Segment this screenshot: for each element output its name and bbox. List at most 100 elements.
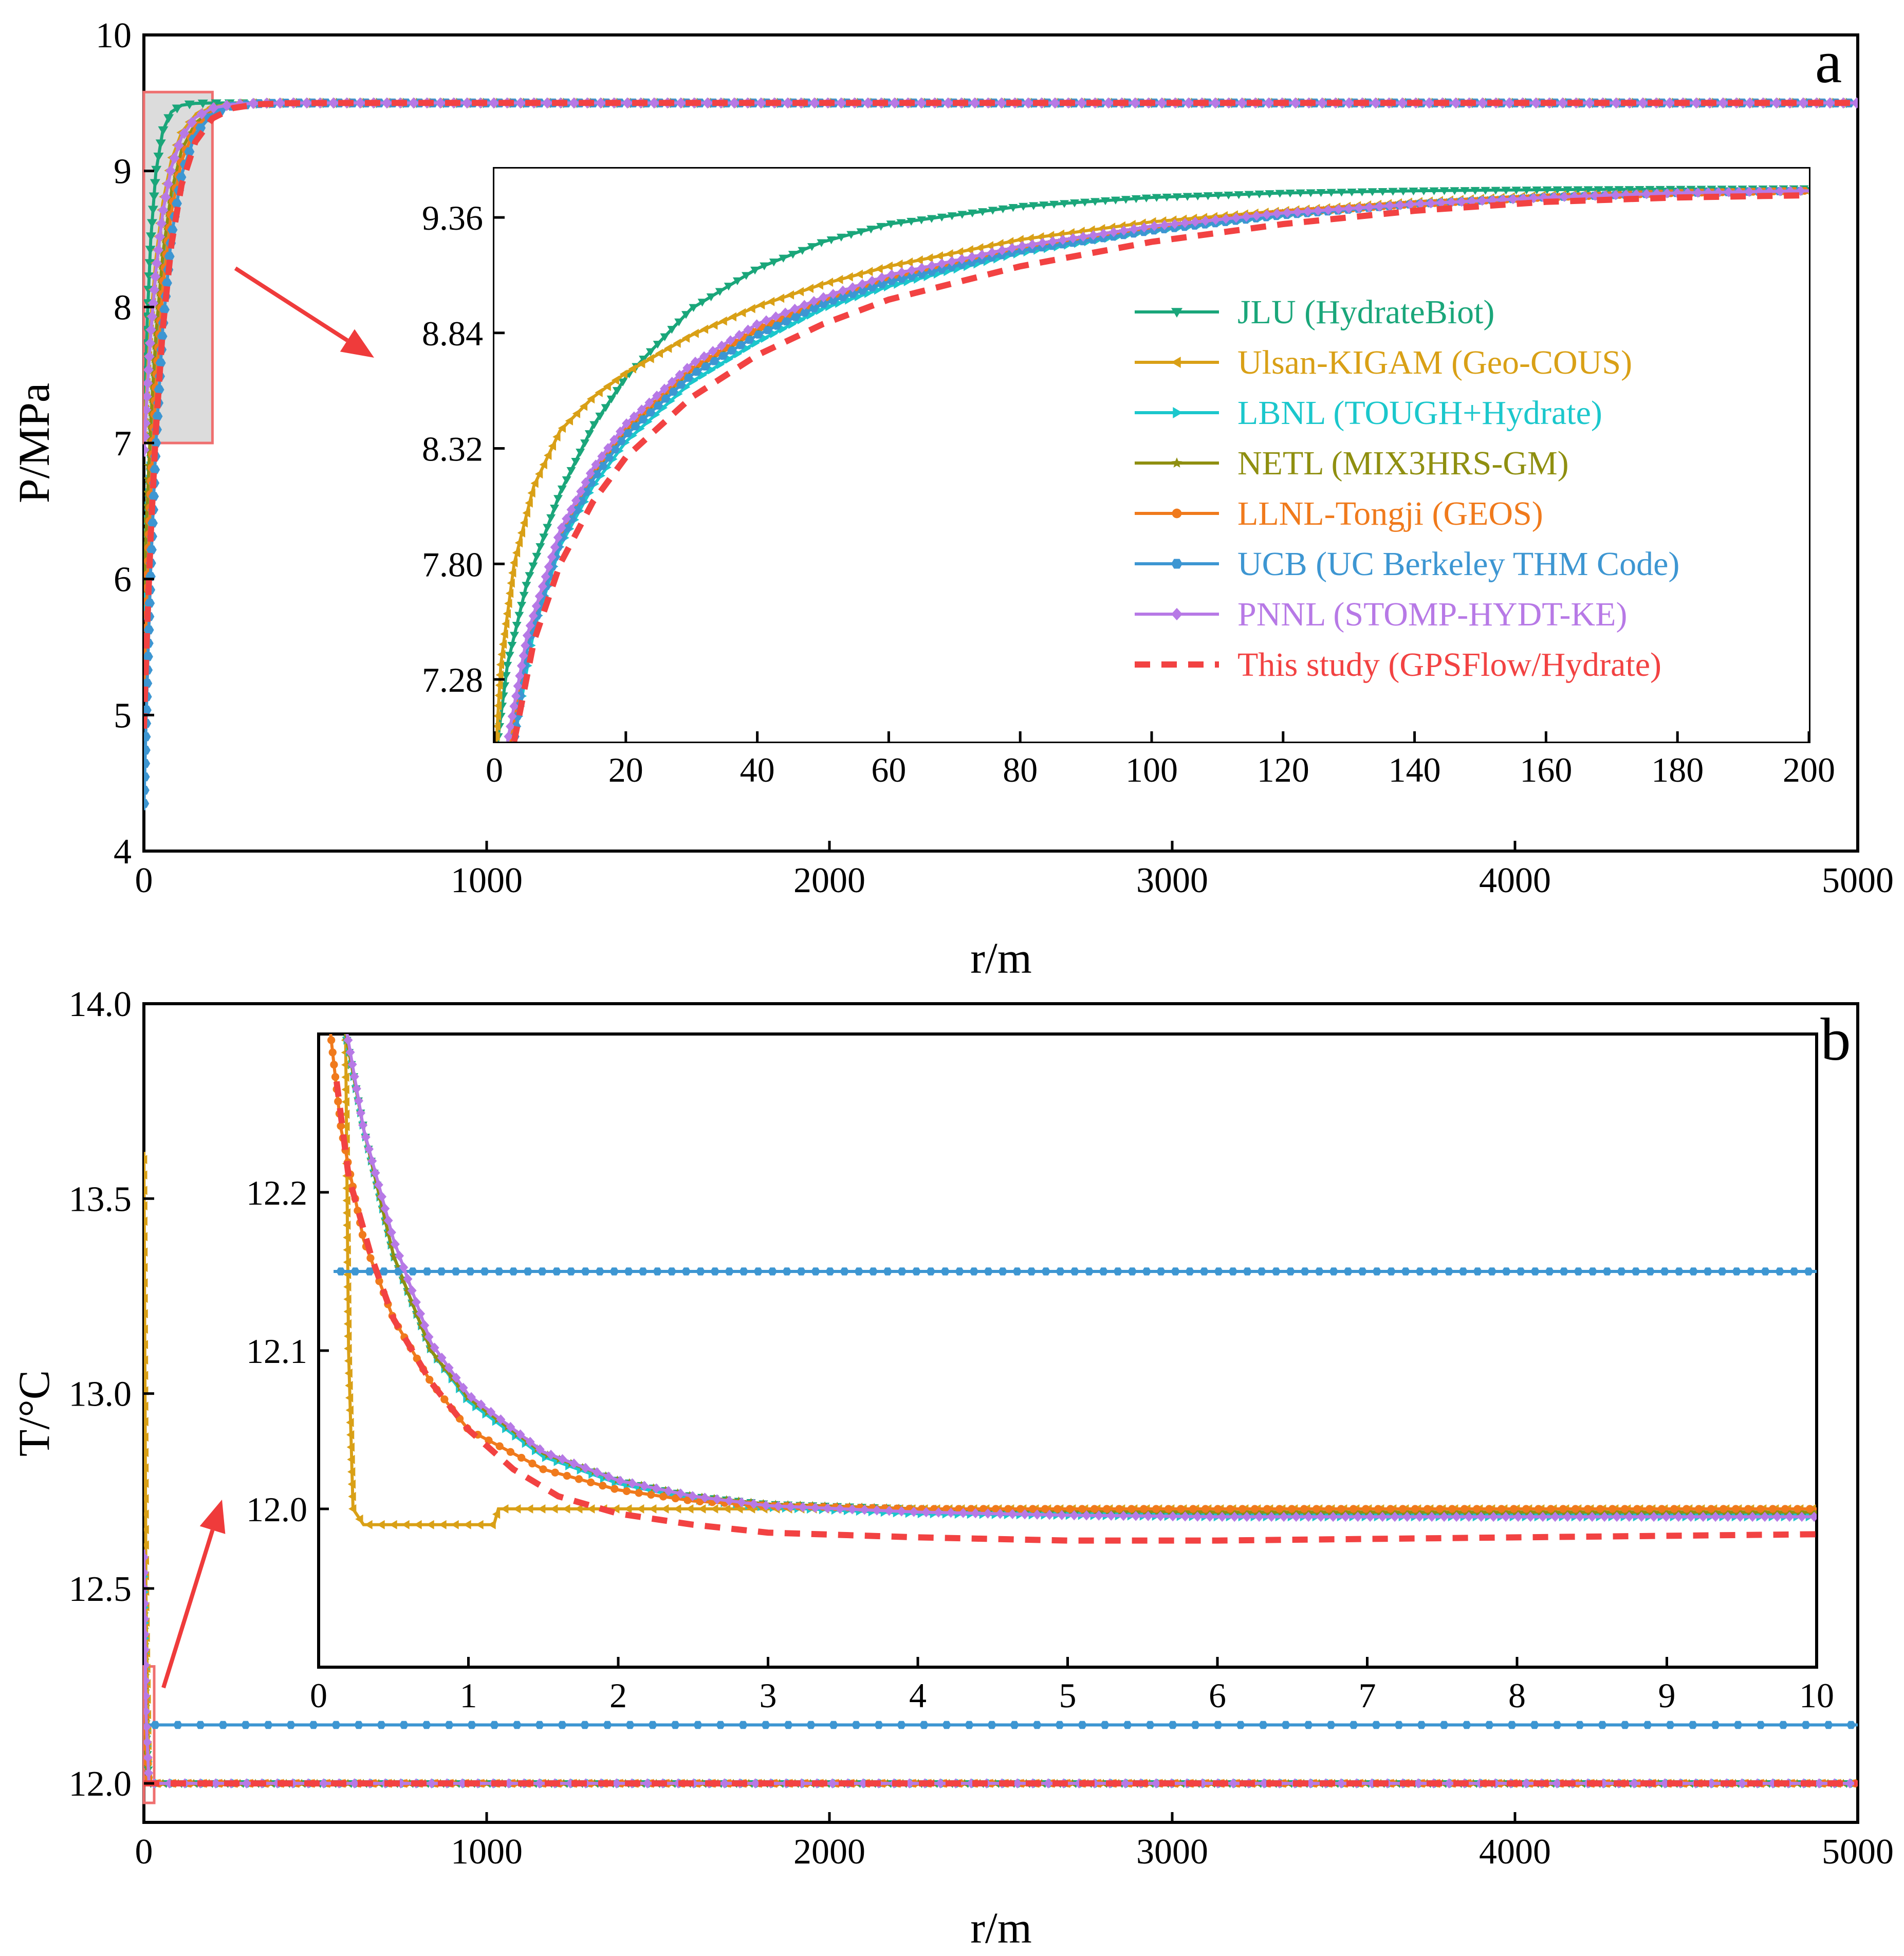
panel-a-inset-point-JLU [1583,186,1593,194]
panel-b-inset-point-UCB [1113,1267,1123,1276]
panel-b-inset-point-PNNL [535,1444,545,1455]
panel-b-inset-point-UCB [782,1267,792,1276]
panel-b-point-PNNL [144,1767,154,1778]
panel-a-inset-point-JLU [512,622,522,630]
panel-b-point-UCB [1688,1721,1697,1729]
panel-a-inset-point-UCB [967,258,976,266]
panel-b-inset-point-UCB [523,1267,533,1276]
panel-a-inset-point-Ulsan [875,264,883,274]
panel-a-inset-point-PNNL [977,249,987,260]
panel-a-inset-point-JLU [1131,195,1141,204]
panel-a-point-JLU [158,126,169,135]
panel-b-point-UCB [151,1721,160,1729]
panel-b-inset-point-PNNL [1415,1511,1425,1522]
panel-a-inset-point-PNNL [675,370,685,380]
panel-a-inset-point-LBNL [699,370,707,380]
panel-b-point-UCB [1733,1721,1743,1729]
panel-b-point-PNNL [144,1645,150,1655]
panel-a-point-PNNL [1103,97,1114,109]
panel-a-inset-point-PNNL [1252,210,1262,221]
panel-a-point-UCB [144,599,155,608]
panel-a-inset-point-PNNL [516,660,526,671]
panel-b-inset-point-PNNL [1057,1510,1067,1520]
panel-b-inset-point-PNNL [1600,1511,1610,1522]
panel-b-inset-point-PNNL [1797,1511,1807,1522]
panel-b-point-PNNL [642,1778,652,1789]
panel-a-inset-point-PNNL [1477,195,1487,206]
panel-b-inset-point-LLNL [575,1475,583,1483]
panel-b-inset-point-PNNL [749,1499,759,1509]
legend-marker [1173,407,1182,418]
panel-a-inset-xtick-label: 60 [871,750,906,789]
panel-b-inset-point-PNNL [380,1203,390,1214]
panel-a-inset-point-Ulsan [985,241,993,251]
panel-a-inset-point-JLU [660,333,670,341]
panel-a-point-PNNL [152,257,162,269]
panel-b-point-UCB [580,1721,589,1729]
panel-b-inset-point-PNNL [909,1506,919,1517]
panel-b-inset-point-UCB [1775,1267,1785,1276]
panel-a-inset-point-JLU [1614,186,1624,194]
panel-a-inset-point-Ulsan [710,320,718,330]
panel-b-point-UCB [1394,1721,1403,1729]
panel-a-point-UCB [144,799,150,808]
panel-a-inset-point-JLU [846,231,856,239]
panel-b-point-PNNL [719,1778,729,1789]
panel-b-inset-point-PNNL [946,1507,956,1518]
panel-b-point-UCB [919,1721,929,1729]
panel-a-point-PNNL [782,97,793,109]
legend-marker [1171,308,1182,318]
panel-b-inset-point-LLNL [1115,1505,1123,1513]
panel-a-inset-point-PNNL [1242,211,1251,222]
panel-a-inset-point-JLU [1409,187,1418,196]
panel-a-inset-point-PNNL [1375,201,1384,212]
panel-a-inset-point-PNNL [927,261,937,271]
panel-b-point-PNNL [1521,1778,1531,1789]
panel-a-inset-point-PNNL [717,340,727,351]
panel-b-inset-point-PNNL [581,1463,590,1473]
panel-a-inset-point-JLU [1090,198,1100,206]
panel-b-inset-point-PNNL [430,1342,439,1353]
panel-b-inset-point-PNNL [1254,1511,1264,1522]
panel-b-inset-point-LLNL [1374,1505,1382,1513]
panel-a-inset-point-PNNL [509,701,519,712]
panel-a-point-PNNL [1851,97,1858,109]
panel-b-inset-point-PNNL [1785,1511,1795,1522]
panel-a-inset-point-UCB [617,437,626,446]
panel-a-point-PNNL [1236,97,1247,109]
panel-a-inset-point-PNNL [506,721,515,732]
panel-b-inset-point-Ulsan [513,1504,521,1514]
panel-a-inset-point-JLU [798,247,807,255]
panel-a-xtick-label: 5000 [1822,861,1894,900]
panel-a-inset-point-PNNL [1038,237,1047,248]
panel-b-point-UCB [1666,1721,1675,1729]
panel-b-xtick-label: 5000 [1822,1832,1894,1872]
panel-b-inset-point-Ulsan [343,1319,352,1328]
panel-b-inset-point-LLNL [328,1048,337,1057]
panel-a-inset-point-JLU [589,421,599,429]
panel-b-point-UCB [286,1721,295,1729]
panel-a-point-JLU [145,232,156,242]
panel-b-point-UCB [1078,1721,1087,1729]
panel-a-inset-point-PNNL [550,542,560,552]
panel-a-point-UCB [149,492,159,501]
panel-b-inset-point-LLNL [1522,1505,1530,1513]
panel-b-point-Ulsan [144,1509,149,1519]
panel-b-ytick-label: 14.0 [69,985,132,1024]
panel-b-point-PNNL [144,1706,151,1717]
panel-a-inset-point-UCB [736,341,746,349]
panel-a-inset-point-JLU [1244,191,1254,199]
panel-a-point-PNNL [1263,97,1274,109]
panel-a-point-PNNL [435,97,446,109]
panel-b-inset-point-LLNL [1609,1505,1617,1513]
panel-a-ytick-label: 4 [114,832,132,872]
panel-b-inset-point-UCB [466,1267,475,1276]
panel-a-inset-point-PNNL [1395,200,1405,210]
panel-b-ticks: 0 1000 2000 3000 4000 5000 12.0 12.5 13.0 13.5 14.… [69,985,1894,1872]
panel-a-inset-point-Ulsan [611,375,619,385]
panel-b-zoom-arrow [161,1500,226,1689]
panel-a-inset-point-JLU [1172,193,1182,201]
panel-b-inset-point-LLNL [647,1490,655,1499]
panel-b-inset-point-UCB [1084,1267,1094,1276]
